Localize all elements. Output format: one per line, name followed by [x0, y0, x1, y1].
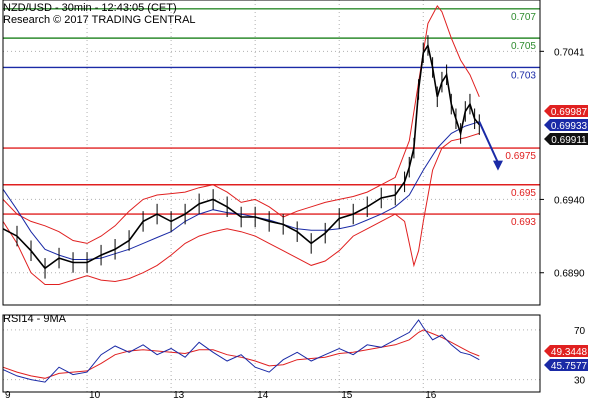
- price-panel: 0.707 0.705 0.703 0.6975 0.695 0.693: [2, 4, 540, 285]
- timeframe-label: 30min: [61, 2, 92, 14]
- forecast-arrow-shaft: [478, 121, 499, 164]
- x-tick-label: 10: [89, 390, 101, 400]
- indicator-label: RSI14 - 9MA: [3, 313, 66, 325]
- research-label: Research © 2017 TRADING CENTRAL: [3, 14, 196, 26]
- x-tick-label: 13: [173, 390, 185, 400]
- level-label: 0.693: [511, 217, 536, 228]
- grid: [2, 0, 540, 392]
- price-tag: [544, 105, 588, 117]
- x-tick-label: 14: [257, 390, 269, 400]
- rsi-line: [2, 319, 480, 383]
- rsi-tick-label: 70: [574, 326, 586, 337]
- x-tick-label: 16: [425, 390, 437, 400]
- price-tick-label: 0.7041: [554, 47, 585, 58]
- level-label: 0.6975: [505, 151, 536, 162]
- symbol-label: NZD/USD: [3, 2, 52, 14]
- forecast-arrow-head: [492, 160, 503, 171]
- level-label: 0.695: [511, 188, 536, 199]
- price-line: [2, 43, 480, 270]
- level-label: 0.707: [511, 12, 536, 23]
- time-label: 12:43:05 (CET): [101, 2, 177, 14]
- level-label: 0.703: [511, 70, 536, 81]
- price-tag-label: 0.69987: [551, 107, 588, 118]
- chart-header: NZD/USD - 30min - 12:43:05 (CET): [3, 2, 177, 14]
- rsi-tag: [544, 345, 588, 357]
- rsi-ma-line: [2, 329, 480, 379]
- price-tag: [544, 133, 588, 145]
- bollinger-lower-line: [2, 132, 480, 285]
- price-tag-label: 0.69933: [551, 121, 588, 132]
- rsi-tag: [544, 359, 588, 371]
- level-label: 0.705: [511, 41, 536, 52]
- rsi-panel: [2, 319, 480, 383]
- x-tick-label: 15: [341, 390, 353, 400]
- price-tag: [544, 119, 588, 131]
- rsi-panel-frame: [2, 314, 541, 393]
- x-tick-label: 9: [5, 390, 11, 400]
- price-tick-label: 0.6890: [554, 269, 585, 280]
- rsi-tick-label: 30: [574, 376, 586, 387]
- price-tick-label: 0.6940: [554, 195, 585, 206]
- bollinger-upper-line: [2, 4, 480, 244]
- rsi-tag-label: 49.3448: [551, 347, 588, 358]
- price-panel-frame: [2, 0, 541, 306]
- rsi-tag-label: 45.7577: [551, 361, 588, 372]
- price-tag-label: 0.69911: [551, 135, 587, 146]
